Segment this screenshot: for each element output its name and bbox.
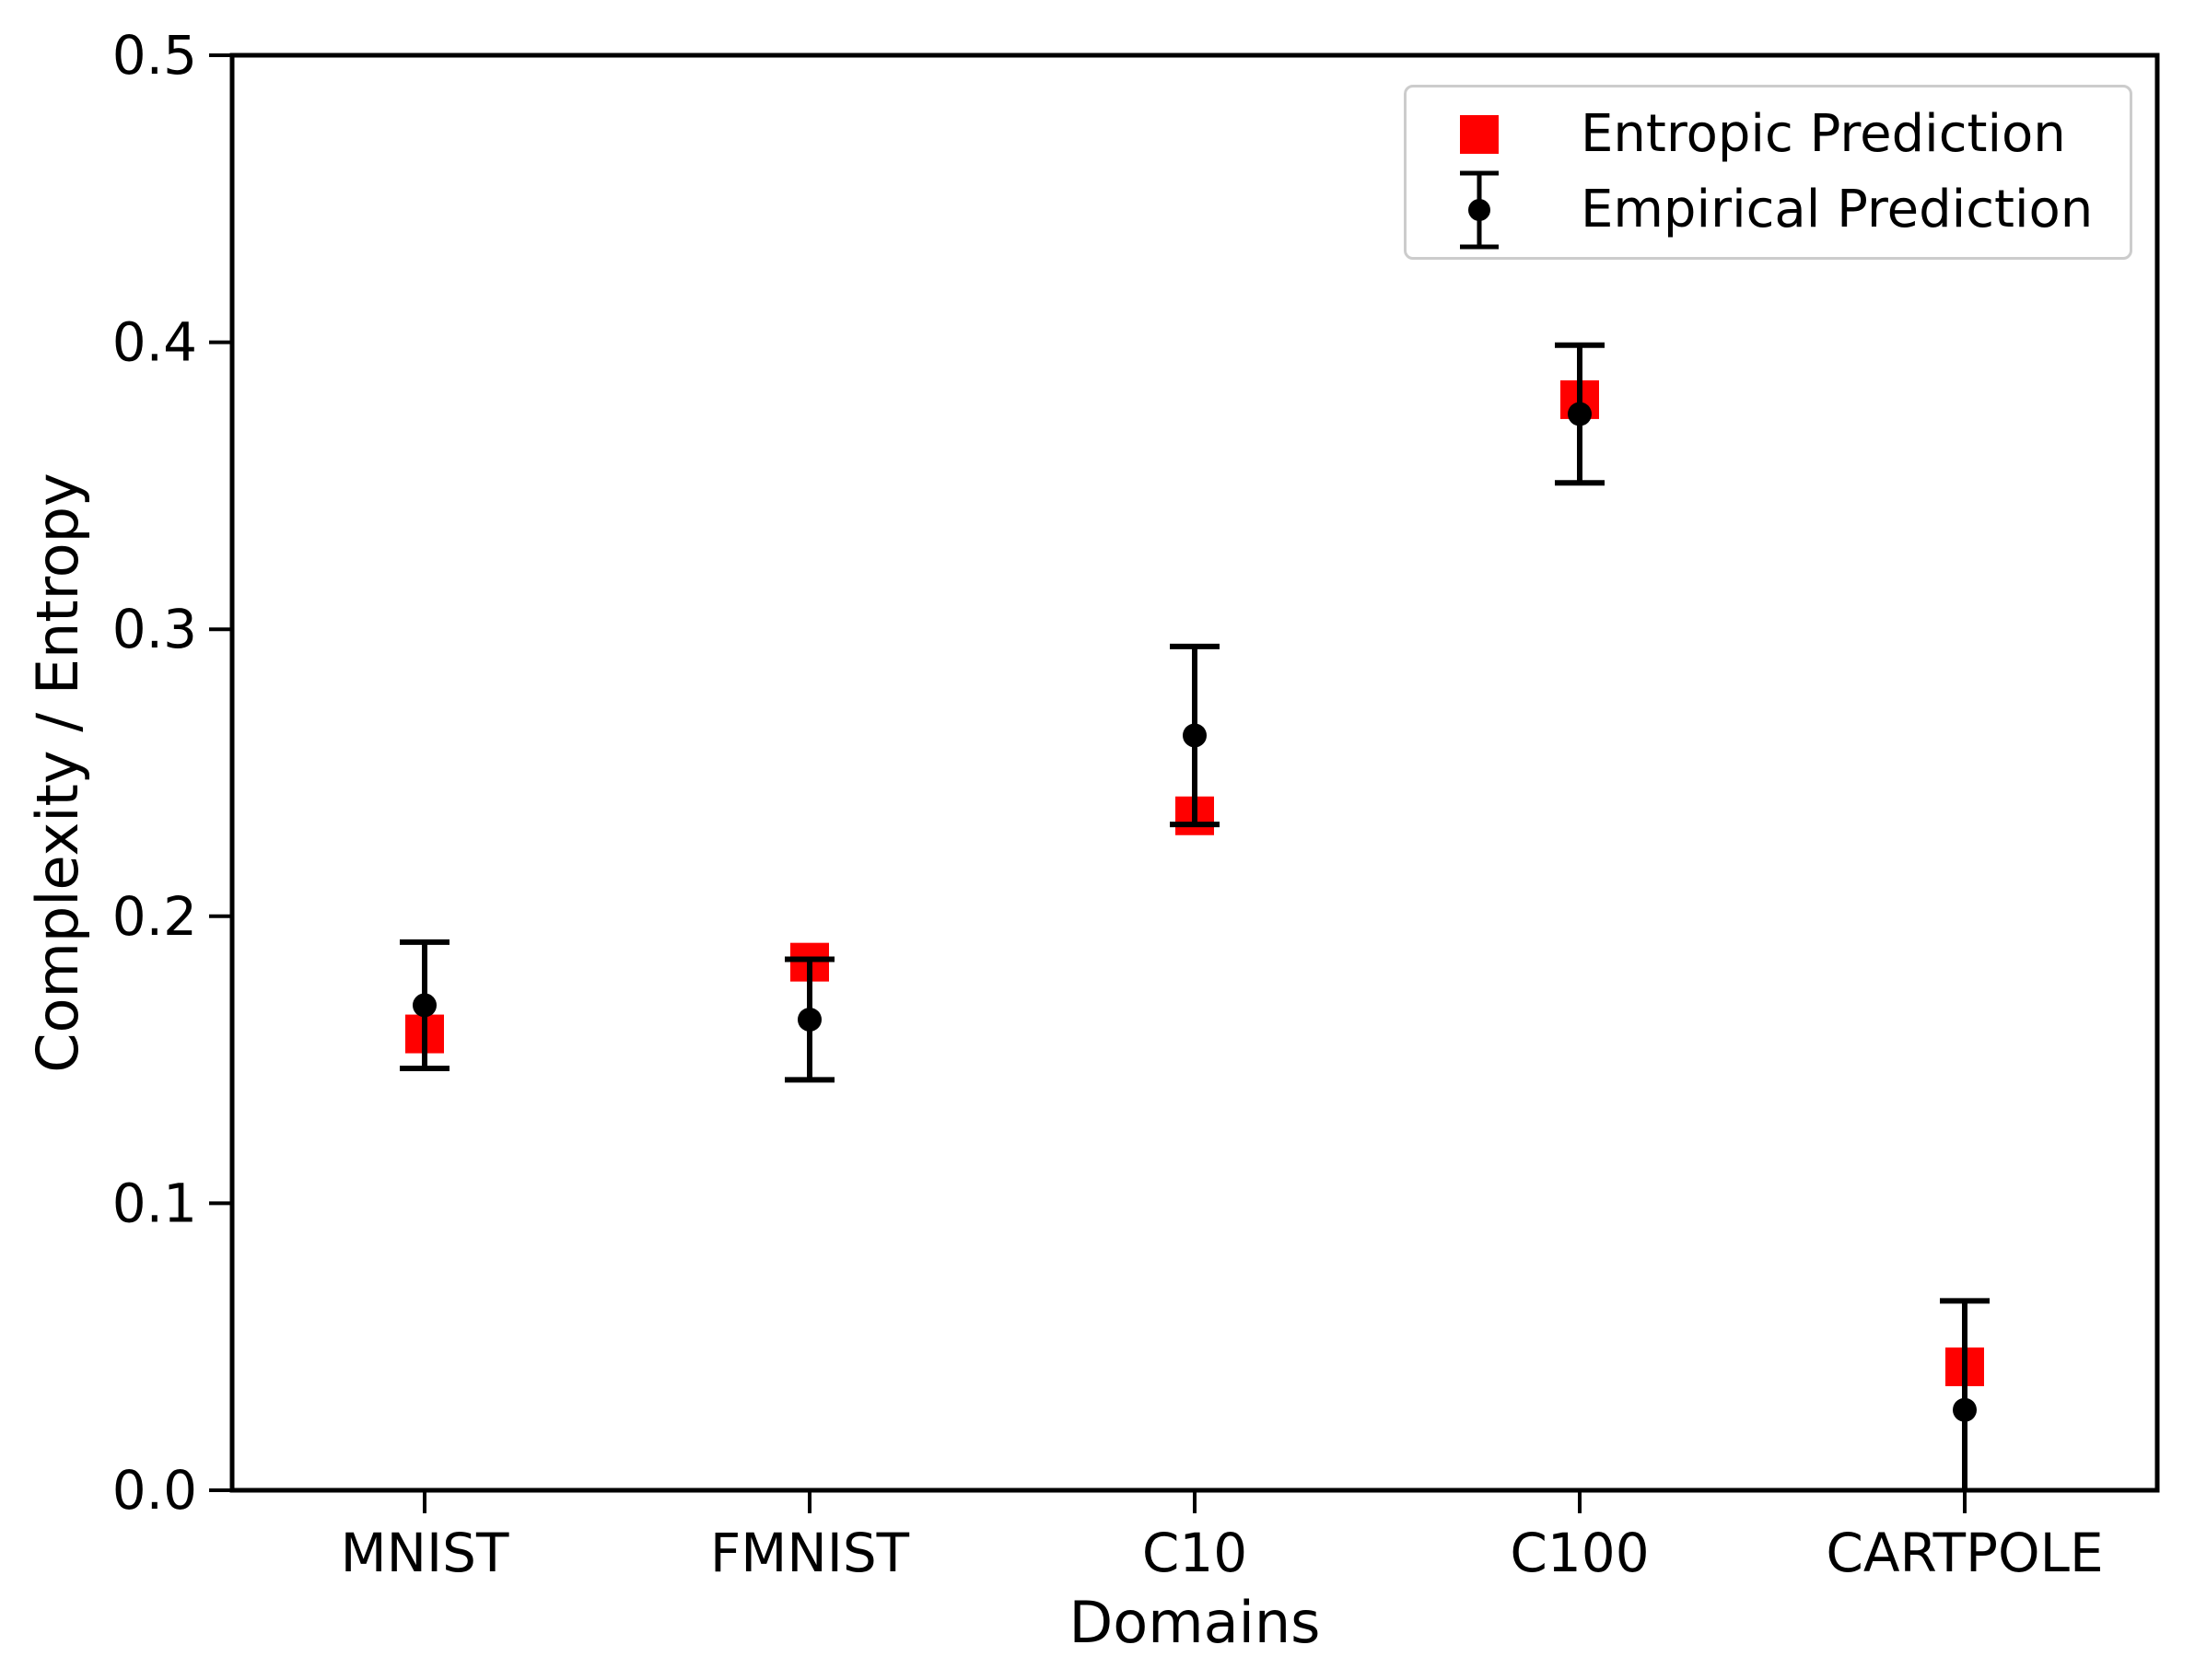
empirical-marker-c10 [1183,723,1207,748]
legend: Entropic Prediction Empirical Prediction [1404,85,2132,260]
legend-label-entropic: Entropic Prediction [1581,104,2066,164]
y-tick-label: 0.4 [112,311,197,374]
empirical-errorbar-cartpole [1940,1298,1990,1490]
plot-spines [229,52,2160,1493]
empirical-marker-mnist [413,993,437,1018]
legend-item-empirical: Empirical Prediction [1407,170,2130,250]
empirical-marker-c100 [1568,402,1592,426]
errorbar-marker-icon [1460,170,1499,250]
x-axis-label: Domains [1068,1589,1321,1656]
legend-marker-col [1407,168,1552,252]
x-tick-label-fmnist: FMNIST [710,1522,910,1584]
empirical-errorbar-c100 [1555,342,1605,486]
y-tick-label: 0.5 [112,24,197,87]
red-square-marker-icon [1460,115,1499,154]
x-tick-label-mnist: MNIST [341,1522,509,1584]
x-tick-label-c100: C100 [1510,1522,1649,1584]
legend-marker-col [1407,115,1552,154]
x-tick-label-c10: C10 [1142,1522,1247,1584]
empirical-errorbar-mnist [400,939,450,1071]
legend-label-empirical: Empirical Prediction [1581,180,2094,239]
y-tick-label: 0.2 [112,885,197,948]
y-tick-label: 0.3 [112,598,197,660]
x-tick-label-cartpole: CARTPOLE [1826,1522,2103,1584]
data-layer [400,342,1990,1490]
empirical-marker-fmnist [798,1007,822,1032]
y-axis-label: Complexity / Entropy [24,472,91,1073]
legend-item-entropic: Entropic Prediction [1407,97,2130,172]
empirical-marker-cartpole [1953,1397,1977,1422]
y-tick-label: 0.0 [112,1459,197,1522]
empirical-errorbar-c10 [1170,643,1220,828]
y-tick-label: 0.1 [112,1172,197,1234]
empirical-errorbar-fmnist [785,956,835,1083]
